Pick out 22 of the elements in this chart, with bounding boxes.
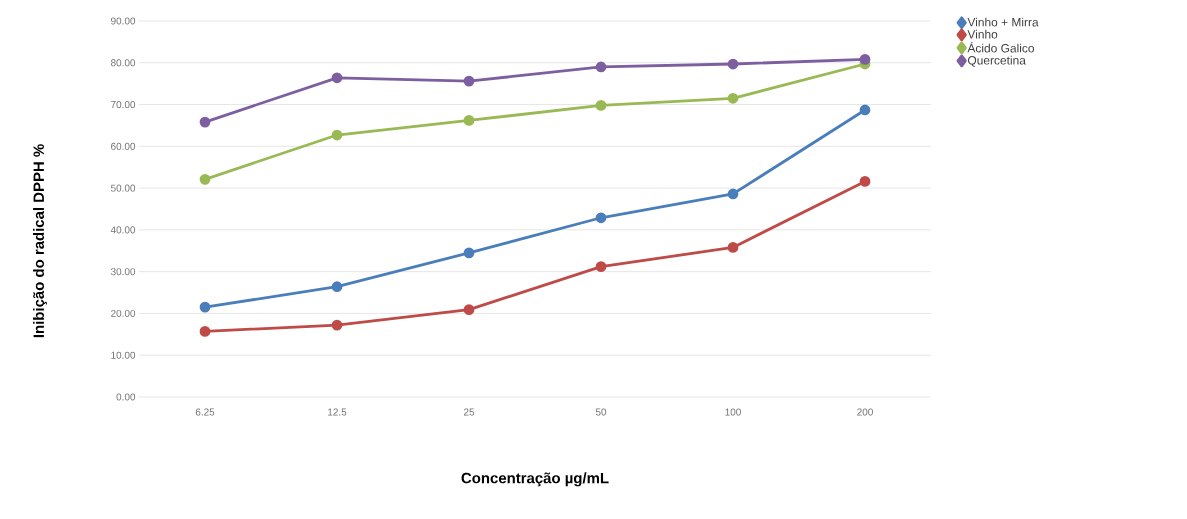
x-tick-label: 12.5 [328, 408, 347, 416]
y-tick-label: 80.00 [111, 59, 136, 67]
legend-label: Vinho [967, 29, 998, 39]
legend-label: Quercetina [967, 55, 1026, 67]
y-tick-label: 90.00 [111, 17, 136, 25]
x-tick-label: 25 [463, 408, 475, 416]
x-axis-title: Concentração µg/mL [461, 472, 609, 487]
y-tick-label: 10.00 [111, 351, 136, 359]
y-tick-label: 0.00 [116, 393, 136, 401]
legend-label: Vinho + Mirra [967, 17, 1039, 27]
y-tick-label: 40.00 [110, 226, 136, 234]
x-tick-label: 100 [725, 408, 741, 416]
x-tick-label: 200 [857, 408, 873, 416]
x-tick-label: 50 [595, 408, 607, 416]
y-axis-title: Inibição do radical DPPH % [33, 144, 47, 338]
x-tick-label: 6.25 [195, 408, 215, 416]
y-tick-label: 70.00 [111, 101, 136, 109]
y-tick-label: 30.00 [110, 268, 136, 276]
y-tick-label: 50.00 [110, 184, 136, 192]
y-tick-label: 60.00 [111, 142, 136, 150]
legend-label: Ácido Galico [967, 41, 1034, 53]
y-tick-label: 20.00 [111, 309, 136, 317]
